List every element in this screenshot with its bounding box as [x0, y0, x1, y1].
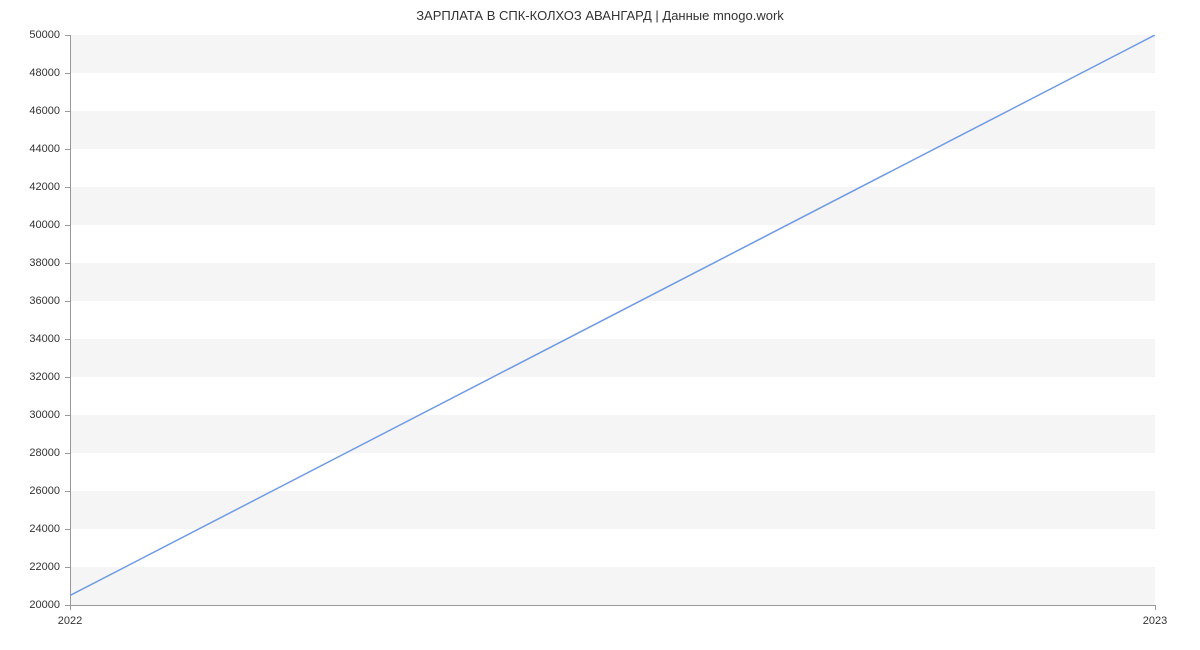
y-tick-label: 48000 [10, 67, 60, 79]
series-line [70, 35, 1155, 596]
series-layer [70, 35, 1155, 605]
y-tick-label: 36000 [10, 295, 60, 307]
y-tick-label: 42000 [10, 181, 60, 193]
y-tick-label: 34000 [10, 333, 60, 345]
chart-container: ЗАРПЛАТА В СПК-КОЛХОЗ АВАНГАРД | Данные … [0, 0, 1200, 650]
y-tick-label: 30000 [10, 409, 60, 421]
y-tick-label: 46000 [10, 105, 60, 117]
y-tick-label: 26000 [10, 485, 60, 497]
y-tick-label: 20000 [10, 599, 60, 611]
x-tick [70, 605, 71, 610]
x-tick [1155, 605, 1156, 610]
y-tick-label: 38000 [10, 257, 60, 269]
y-tick-label: 28000 [10, 447, 60, 459]
y-tick-label: 50000 [10, 29, 60, 41]
y-tick-label: 44000 [10, 143, 60, 155]
plot-area: 2000022000240002600028000300003200034000… [70, 35, 1155, 605]
y-tick-label: 40000 [10, 219, 60, 231]
y-tick-label: 22000 [10, 561, 60, 573]
x-axis-line [70, 605, 1155, 606]
x-tick-label: 2023 [1143, 615, 1167, 627]
y-tick-label: 24000 [10, 523, 60, 535]
chart-title: ЗАРПЛАТА В СПК-КОЛХОЗ АВАНГАРД | Данные … [0, 8, 1200, 23]
x-tick-label: 2022 [58, 615, 82, 627]
y-tick-label: 32000 [10, 371, 60, 383]
